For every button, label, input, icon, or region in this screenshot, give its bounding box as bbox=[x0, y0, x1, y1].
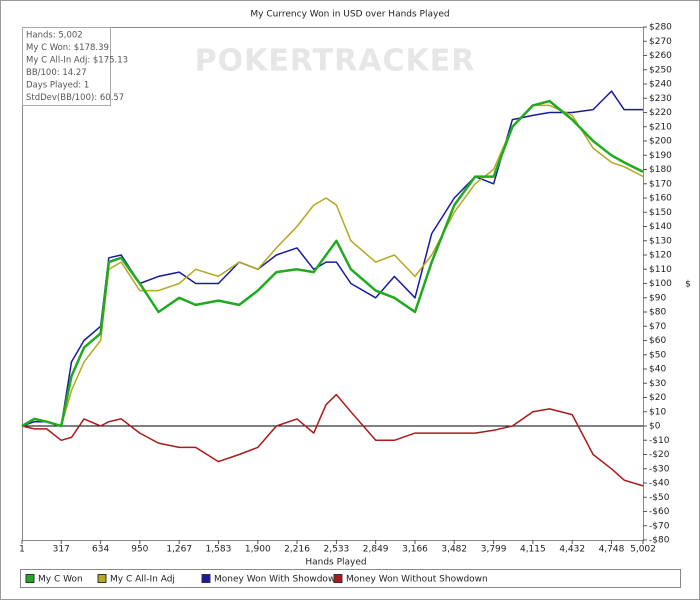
stat-line: My C All-In Adj: $175.13 bbox=[26, 56, 128, 66]
legend-swatch bbox=[333, 574, 343, 583]
x-tick-label: 1,267 bbox=[166, 545, 192, 555]
y-tick-label: $120 bbox=[649, 251, 672, 261]
stat-line: Days Played: 1 bbox=[26, 81, 89, 91]
y-tick-label: $280 bbox=[649, 23, 672, 33]
y-tick-label: $250 bbox=[649, 65, 672, 75]
y-tick-label: $140 bbox=[649, 222, 672, 232]
x-tick-label: 634 bbox=[92, 545, 109, 555]
y-tick-label: $150 bbox=[649, 208, 672, 218]
x-tick-label: 4,432 bbox=[559, 545, 585, 555]
stat-line: BB/100: 14.27 bbox=[26, 68, 87, 78]
y-tick-label: $80 bbox=[649, 308, 666, 318]
x-tick-label: 950 bbox=[131, 545, 148, 555]
y-tick-label: -$10 bbox=[649, 436, 670, 446]
x-tick-label: 4,115 bbox=[520, 545, 546, 555]
stat-line: StdDev(BB/100): 60.57 bbox=[26, 93, 124, 103]
x-tick-label: 317 bbox=[53, 545, 70, 555]
y-tick-label: $30 bbox=[649, 379, 666, 389]
legend-swatch bbox=[25, 574, 35, 583]
x-tick-label: 3,166 bbox=[402, 545, 428, 555]
y-tick-label: -$60 bbox=[649, 507, 670, 517]
y-tick-label: $50 bbox=[649, 350, 666, 360]
stat-line: Hands: 5,002 bbox=[26, 31, 83, 41]
x-tick-label: 2,216 bbox=[284, 545, 310, 555]
legend-label: My C All-In Adj bbox=[110, 575, 175, 585]
y-tick-label: $220 bbox=[649, 108, 672, 118]
y-tick-label: $10 bbox=[649, 407, 666, 417]
y-tick-label: -$50 bbox=[649, 493, 670, 503]
y-tick-label: -$20 bbox=[649, 450, 670, 460]
y-tick-label: $190 bbox=[649, 151, 672, 161]
series-line bbox=[21, 393, 644, 487]
legend-label: Money Won Without Showdown bbox=[346, 575, 488, 585]
y-tick-label: $60 bbox=[649, 336, 666, 346]
x-axis-label: Hands Played bbox=[305, 558, 366, 568]
x-tick-label: 3,482 bbox=[441, 545, 467, 555]
y-tick-label: $70 bbox=[649, 322, 666, 332]
y-tick-label: -$30 bbox=[649, 464, 670, 474]
y-tick-label: $90 bbox=[649, 293, 666, 303]
y-tick-label: $270 bbox=[649, 37, 672, 47]
x-tick-label: 2,849 bbox=[363, 545, 389, 555]
y-tick-label: $240 bbox=[649, 80, 672, 90]
stat-line: My C Won: $178.39 bbox=[26, 43, 109, 53]
stats: Hands: 5,002 My C Won: $178.39 My C All-In… bbox=[26, 31, 128, 104]
y-tick-label: $200 bbox=[649, 137, 672, 147]
x-tick-label: 1 bbox=[19, 545, 25, 555]
y-tick-label: $20 bbox=[649, 393, 666, 403]
chart-title: My Currency Won in USD over Hands Played bbox=[250, 10, 449, 20]
y-tick-label: $230 bbox=[649, 94, 672, 104]
legend-label: Money Won With Showdown bbox=[214, 575, 341, 585]
y-tick-label: $180 bbox=[649, 165, 672, 175]
y-tick-label: -$70 bbox=[649, 521, 670, 531]
stats-box bbox=[22, 27, 111, 106]
watermark: POKERTRACKER bbox=[195, 44, 476, 79]
y-tick-label: $160 bbox=[649, 194, 672, 204]
y-tick-label: $170 bbox=[649, 179, 672, 189]
x-tick-label: 1,900 bbox=[245, 545, 271, 555]
x-tick-label: 1,583 bbox=[206, 545, 232, 555]
legend-swatch bbox=[201, 574, 211, 583]
x-tick-label: 2,533 bbox=[324, 545, 350, 555]
legend bbox=[20, 569, 681, 588]
y-tick-label: -$80 bbox=[649, 536, 670, 546]
legend-swatch bbox=[97, 574, 107, 583]
x-tick-label: 3,799 bbox=[481, 545, 507, 555]
y-tick-label: $0 bbox=[649, 422, 661, 432]
x-tick-label: 5,002 bbox=[630, 545, 656, 555]
y-axis-label: $ bbox=[685, 280, 691, 290]
y-tick-label: $210 bbox=[649, 122, 672, 132]
y-tick-label: $100 bbox=[649, 279, 672, 289]
y-tick-label: $130 bbox=[649, 236, 672, 246]
series-line bbox=[21, 99, 644, 428]
x-tick-label: 4,748 bbox=[599, 545, 625, 555]
y-tick-label: -$40 bbox=[649, 479, 670, 489]
y-tick-label: $40 bbox=[649, 365, 666, 375]
legend-label: My C Won bbox=[38, 575, 83, 585]
y-tick-label: $260 bbox=[649, 51, 672, 61]
y-tick-label: $110 bbox=[649, 265, 672, 275]
